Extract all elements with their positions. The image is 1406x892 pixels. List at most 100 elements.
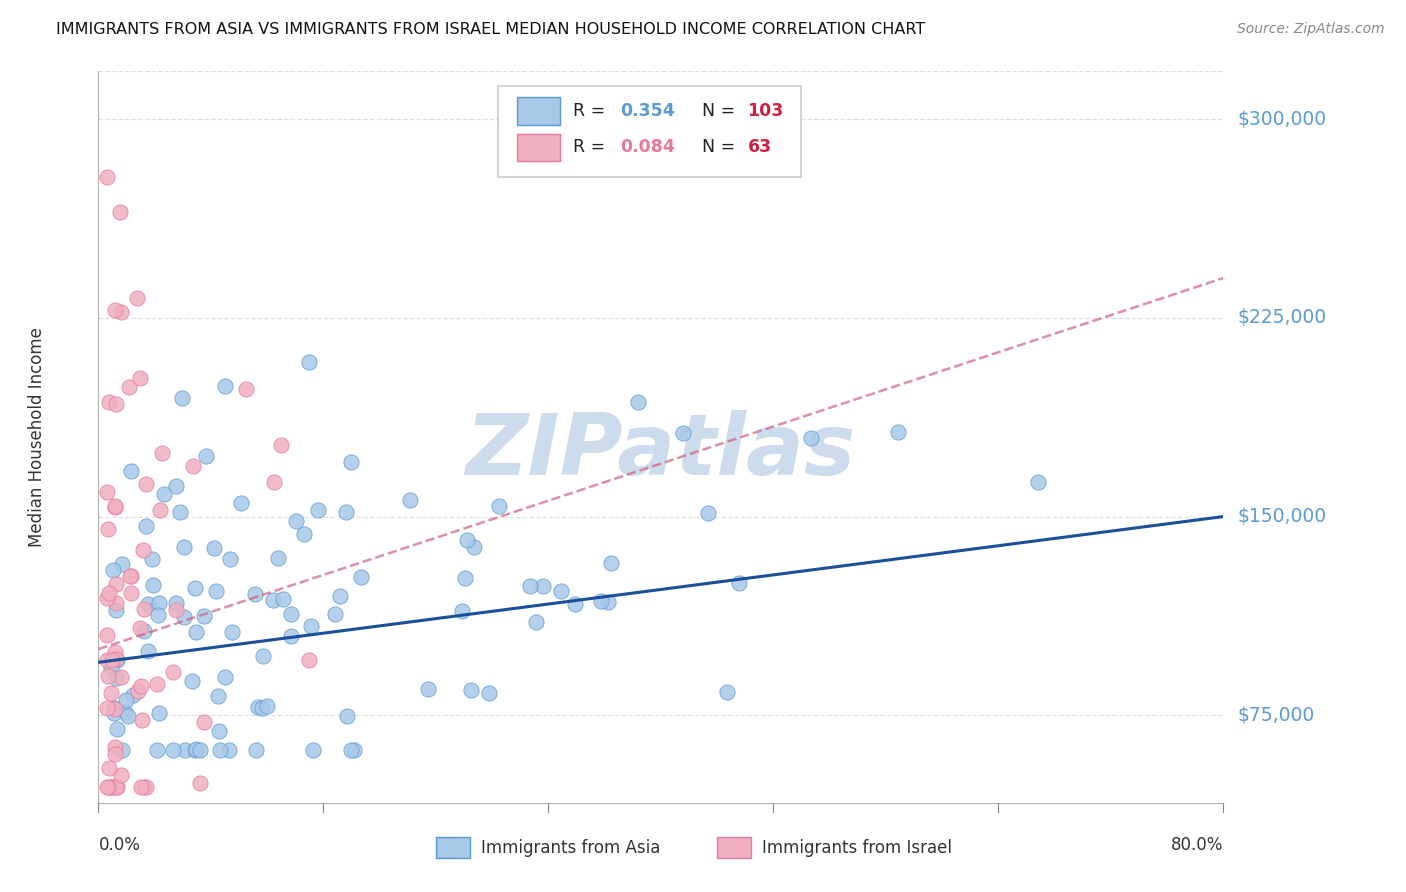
Point <box>96 700 118 714</box>
Point <box>183 582 205 596</box>
Point <box>298 355 321 369</box>
Point <box>672 426 695 441</box>
Point <box>120 568 142 582</box>
Point <box>103 701 125 715</box>
Point <box>270 438 292 452</box>
Point <box>221 624 243 639</box>
Point <box>135 477 157 491</box>
Point <box>262 593 284 607</box>
Point <box>135 519 157 533</box>
FancyBboxPatch shape <box>517 97 560 125</box>
Text: ZIPatlas: ZIPatlas <box>465 410 856 493</box>
Point <box>120 586 142 600</box>
Point <box>98 780 121 794</box>
Point <box>186 625 208 640</box>
Point <box>96 653 118 667</box>
Point <box>104 702 127 716</box>
Point <box>105 780 128 794</box>
Point <box>100 686 122 700</box>
Point <box>697 507 720 521</box>
Point <box>105 577 128 591</box>
Point <box>1026 475 1049 489</box>
Point <box>117 709 139 723</box>
Point <box>118 380 141 394</box>
Point <box>524 615 547 629</box>
Text: 0.354: 0.354 <box>620 102 675 120</box>
Point <box>350 570 373 584</box>
Point <box>105 653 128 667</box>
FancyBboxPatch shape <box>517 134 560 161</box>
Point <box>96 627 118 641</box>
Point <box>209 743 232 757</box>
Point <box>129 780 152 794</box>
Point <box>183 459 205 474</box>
Point <box>141 551 163 566</box>
Point <box>165 596 187 610</box>
Point <box>110 767 132 781</box>
Point <box>214 379 236 393</box>
Point <box>256 699 278 714</box>
Point <box>250 700 273 714</box>
Point <box>174 743 197 757</box>
Point <box>591 593 613 607</box>
Point <box>145 677 167 691</box>
Point <box>188 743 211 757</box>
Point <box>550 584 572 599</box>
Text: $150,000: $150,000 <box>1237 507 1326 526</box>
Point <box>307 502 329 516</box>
Point <box>104 499 127 513</box>
Point <box>280 629 302 643</box>
Point <box>146 743 169 757</box>
Point <box>97 586 120 600</box>
Point <box>172 391 194 405</box>
Point <box>202 541 225 555</box>
Text: Source: ZipAtlas.com: Source: ZipAtlas.com <box>1237 22 1385 37</box>
FancyBboxPatch shape <box>717 838 751 858</box>
Point <box>273 592 295 607</box>
Point <box>329 589 352 603</box>
Point <box>285 514 308 528</box>
Point <box>146 607 169 622</box>
Point <box>194 449 217 463</box>
Text: 0.0%: 0.0% <box>98 836 141 854</box>
Point <box>125 291 148 305</box>
Point <box>299 619 322 633</box>
Point <box>456 533 478 548</box>
Point <box>135 780 157 794</box>
Point <box>600 556 623 570</box>
Point <box>104 645 127 659</box>
Point <box>97 780 120 794</box>
Point <box>104 303 127 318</box>
Point <box>97 669 120 683</box>
Point <box>183 743 205 757</box>
Point <box>173 541 195 555</box>
Point <box>110 305 132 319</box>
Point <box>104 596 127 610</box>
Point <box>460 683 482 698</box>
Point <box>180 673 202 688</box>
Point <box>188 776 211 790</box>
Text: 0.084: 0.084 <box>620 138 675 156</box>
Point <box>96 170 118 185</box>
Text: R =: R = <box>574 138 610 156</box>
Point <box>100 661 122 675</box>
Point <box>454 571 477 585</box>
Point <box>128 371 150 385</box>
Point <box>204 583 226 598</box>
Point <box>105 722 128 736</box>
Point <box>104 739 127 754</box>
Point <box>165 478 187 492</box>
Point <box>101 780 124 794</box>
Point <box>336 709 359 723</box>
Point <box>169 505 191 519</box>
Point <box>627 394 650 409</box>
Point <box>184 742 207 756</box>
Point <box>229 496 252 510</box>
Point <box>132 543 155 558</box>
Point <box>127 684 149 698</box>
Point <box>207 689 229 703</box>
Point <box>301 743 323 757</box>
Text: N =: N = <box>703 138 741 156</box>
Point <box>292 526 315 541</box>
Text: 63: 63 <box>748 138 772 156</box>
